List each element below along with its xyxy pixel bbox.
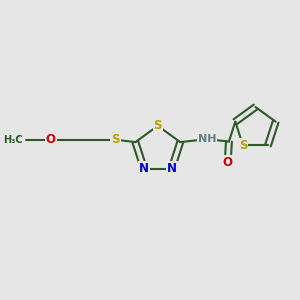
Text: H₃C: H₃C (3, 135, 23, 145)
Text: O: O (46, 133, 56, 146)
Text: N: N (139, 162, 149, 175)
Text: S: S (154, 119, 162, 132)
Text: S: S (111, 133, 120, 146)
Text: O: O (223, 156, 233, 169)
Text: NH: NH (198, 134, 216, 144)
Text: N: N (167, 162, 177, 175)
Text: S: S (239, 139, 247, 152)
